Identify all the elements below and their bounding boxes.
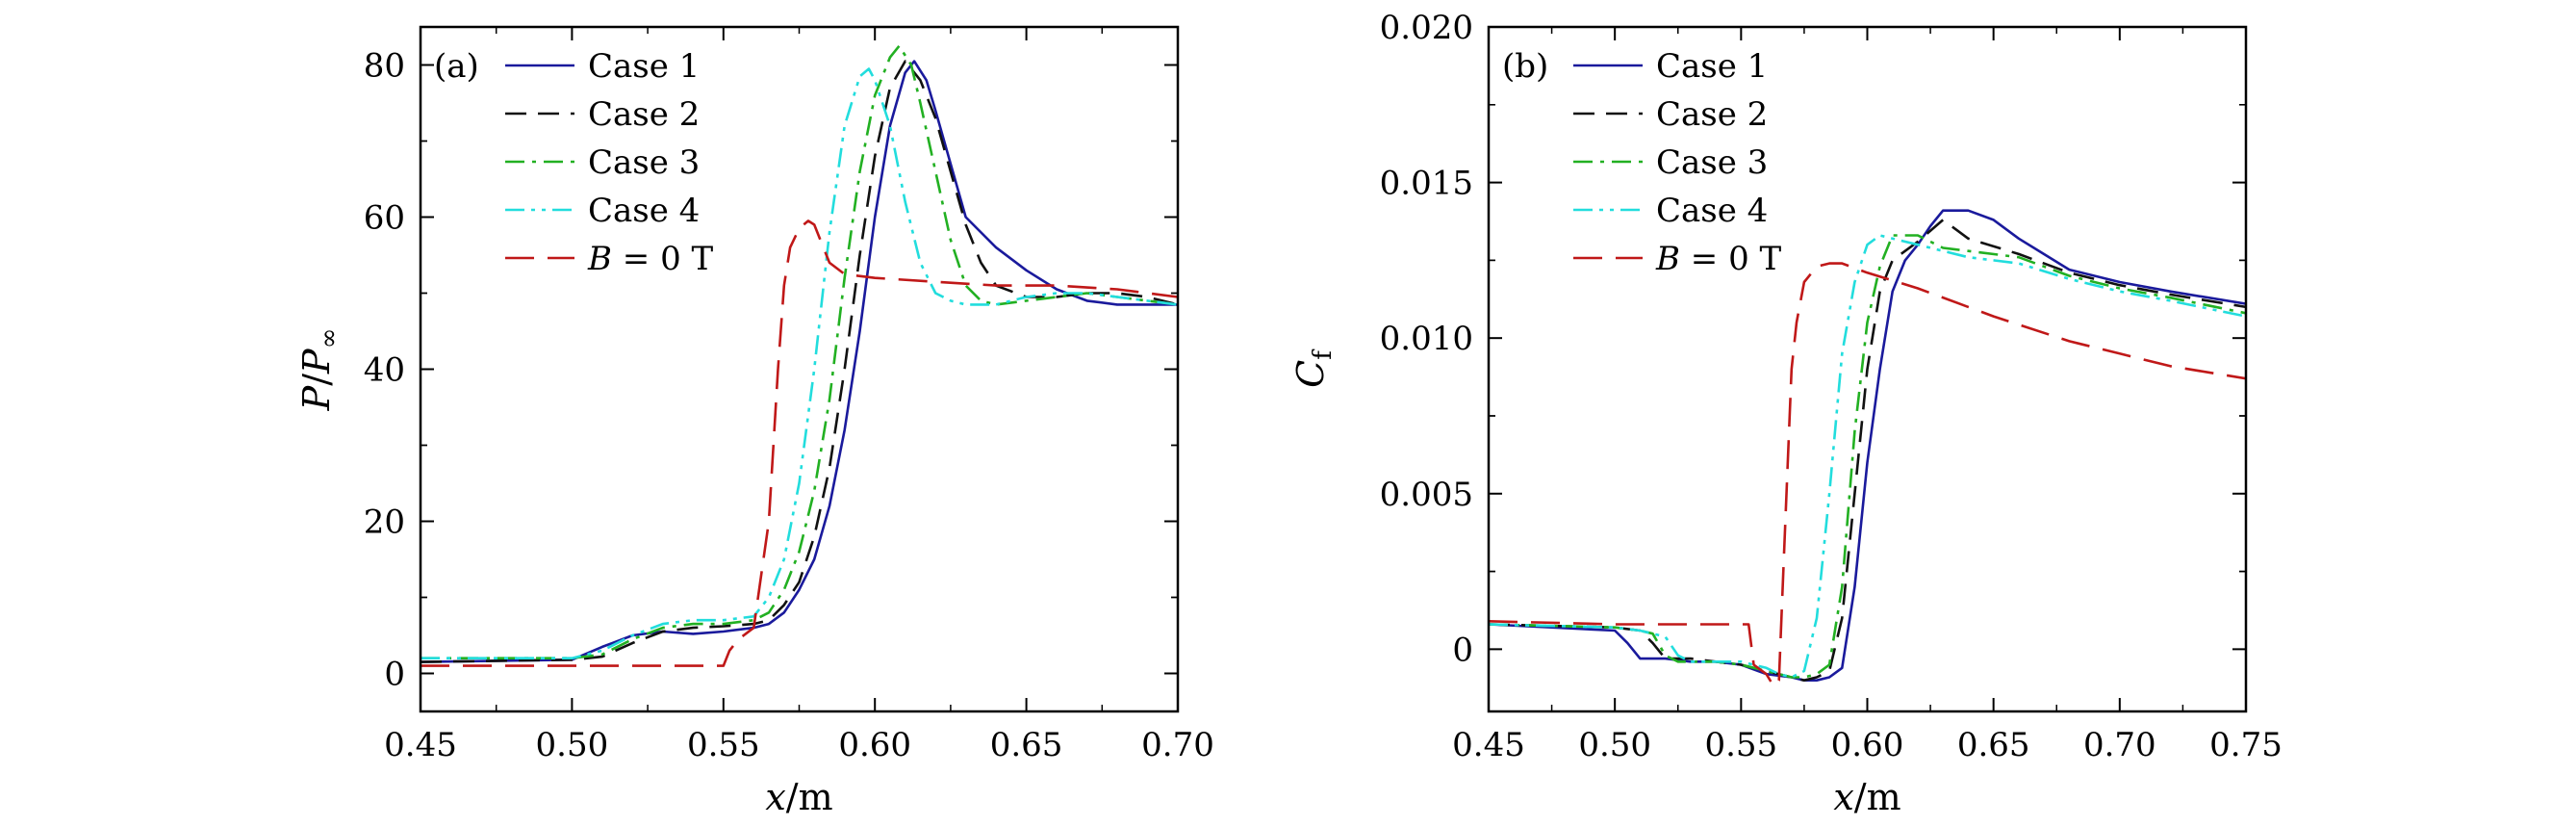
- y-tick-label: 0.010: [1380, 320, 1473, 358]
- x-tick-label: 0.65: [1957, 726, 2030, 764]
- x-tick-label: 0.45: [1452, 726, 1525, 764]
- legend-label-1: Case 1: [588, 47, 700, 86]
- panel-label: (b): [1502, 47, 1548, 86]
- panel-b: 0.45 0.50 0.55 0.60 0.65 0.70 0.75 0 0.005 0.010 0…: [1289, 9, 2283, 818]
- x-axis-label: x/m: [1833, 776, 1900, 818]
- y-tick-label: 80: [364, 47, 405, 86]
- x-tick-label: 0.55: [687, 726, 760, 764]
- series-line-2: [421, 60, 1178, 663]
- y-tick-label: 0: [1452, 631, 1473, 669]
- legend-label-2: Case 2: [1656, 95, 1768, 134]
- series-line-4: [421, 67, 1178, 660]
- y-tick-label: 0.015: [1380, 165, 1473, 203]
- x-axis-label: x/m: [765, 776, 832, 818]
- y-tick-label: 60: [364, 199, 405, 238]
- x-tick-label: 0.55: [1704, 726, 1777, 764]
- x-tick-label: 0.70: [2083, 726, 2156, 764]
- x-tick-label: 0.60: [1831, 726, 1904, 764]
- x-tick-label: 0.60: [838, 726, 911, 764]
- panel-label: (a): [434, 47, 479, 86]
- x-tick-label: 0.75: [2209, 726, 2283, 764]
- y-tick-label: 0.005: [1380, 476, 1473, 514]
- panel-a: 0.45 0.50 0.55 0.60 0.65 0.70 0 20 40 60 80 x/m P/P∞…: [295, 25, 1214, 818]
- series-line-3: [421, 44, 1178, 660]
- series-line-1: [1489, 209, 2246, 683]
- y-tick-label: 0.020: [1380, 9, 1473, 47]
- y-axis-label: Cf: [1289, 348, 1338, 388]
- series-line-5: [1489, 262, 2246, 688]
- y-tick-label: 20: [364, 503, 405, 542]
- series-line-4: [1489, 234, 2246, 679]
- legend-label-3: Case 3: [588, 143, 700, 182]
- series-line-5: [421, 219, 1178, 667]
- legend-label-2: Case 2: [588, 95, 700, 134]
- legend: Case 1 Case 2 Case 3 Case 4 B = 0 T: [505, 47, 714, 278]
- series-group: [1489, 209, 2246, 688]
- legend-label-3: Case 3: [1656, 143, 1768, 182]
- series-line-1: [421, 60, 1178, 663]
- legend-label-5: B = 0 T: [1655, 240, 1782, 278]
- legend-label-5: B = 0 T: [587, 240, 714, 278]
- legend: Case 1 Case 2 Case 3 Case 4 B = 0 T: [1573, 47, 1782, 278]
- x-tick-label: 0.65: [990, 726, 1063, 764]
- x-tick-label: 0.70: [1141, 726, 1214, 764]
- series-group: [421, 44, 1178, 667]
- legend-label-4: Case 4: [1656, 192, 1768, 230]
- x-tick-label: 0.50: [536, 726, 609, 764]
- legend-label-4: Case 4: [588, 192, 700, 230]
- x-tick-label: 0.45: [384, 726, 457, 764]
- plot-frame: [419, 25, 1180, 713]
- y-tick-label: 0: [384, 656, 405, 694]
- series-line-3: [1489, 234, 2246, 679]
- y-axis-label: P/P∞: [295, 328, 344, 412]
- y-tick-label: 40: [364, 351, 405, 390]
- x-tick-label: 0.50: [1578, 726, 1651, 764]
- legend-label-1: Case 1: [1656, 47, 1768, 86]
- series-line-2: [1489, 219, 2246, 683]
